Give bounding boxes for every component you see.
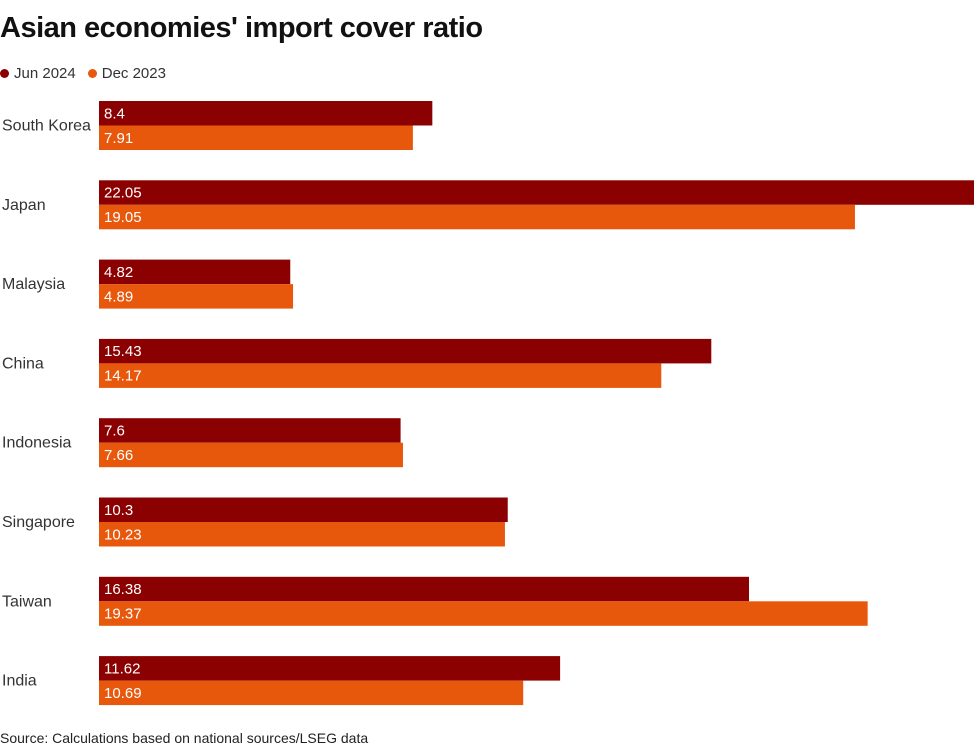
data-label-india-jun-2024: 11.62 <box>104 660 140 677</box>
data-label-taiwan-jun-2024: 16.38 <box>104 581 142 598</box>
legend-item-jun-2024: Jun 2024 <box>0 65 76 82</box>
legend-label-dec-2023: Dec 2023 <box>101 65 166 82</box>
data-label-malaysia-dec-2023: 4.89 <box>104 288 133 305</box>
category-label-japan: Japan <box>2 197 46 214</box>
legend-dot-jun-2024 <box>0 69 9 78</box>
bar-india-jun-2024 <box>99 656 561 681</box>
category-label-south-korea: South Korea <box>2 118 91 135</box>
source-note: Source: Calculations based on national s… <box>0 730 369 746</box>
category-label-indonesia: Indonesia <box>2 435 71 452</box>
bar-china-dec-2023 <box>99 363 662 388</box>
data-label-japan-dec-2023: 19.05 <box>104 209 142 226</box>
data-label-malaysia-jun-2024: 4.82 <box>104 264 133 281</box>
legend: Jun 2024 Dec 2023 <box>0 65 178 82</box>
bar-taiwan-dec-2023 <box>99 601 868 626</box>
bar-malaysia-jun-2024 <box>99 259 291 285</box>
data-label-indonesia-dec-2023: 7.66 <box>104 447 133 464</box>
data-label-south-korea-jun-2024: 8.4 <box>104 105 125 122</box>
bar-japan-jun-2024 <box>99 180 974 205</box>
data-label-taiwan-dec-2023: 19.37 <box>104 606 142 623</box>
data-label-singapore-dec-2023: 10.23 <box>104 526 142 543</box>
bar-south-korea-dec-2023 <box>99 125 413 150</box>
data-label-china-dec-2023: 14.17 <box>104 368 142 385</box>
legend-dot-dec-2023 <box>87 69 97 78</box>
bar-japan-dec-2023 <box>99 204 855 230</box>
bar-taiwan-jun-2024 <box>99 576 749 602</box>
bar-indonesia-dec-2023 <box>99 442 403 468</box>
data-label-south-korea-dec-2023: 7.91 <box>104 130 133 147</box>
bar-india-dec-2023 <box>99 680 524 706</box>
category-label-singapore: Singapore <box>2 514 75 531</box>
category-label-india: India <box>2 673 37 690</box>
category-label-china: China <box>2 355 44 372</box>
data-label-singapore-jun-2024: 10.3 <box>104 502 133 519</box>
bar-south-korea-jun-2024 <box>99 101 433 126</box>
category-label-malaysia: Malaysia <box>2 276 65 293</box>
bar-singapore-jun-2024 <box>99 497 508 522</box>
category-label-taiwan: Taiwan <box>2 593 52 610</box>
bar-malaysia-dec-2023 <box>99 284 294 309</box>
data-label-china-jun-2024: 15.43 <box>104 343 142 360</box>
legend-item-dec-2023: Dec 2023 <box>87 65 166 82</box>
data-label-india-dec-2023: 10.69 <box>104 685 142 702</box>
bar-china-jun-2024 <box>99 338 712 364</box>
bar-indonesia-jun-2024 <box>99 418 401 443</box>
bar-singapore-dec-2023 <box>99 522 505 547</box>
data-label-indonesia-jun-2024: 7.6 <box>104 422 125 439</box>
legend-label-jun-2024: Jun 2024 <box>14 65 76 82</box>
chart-title: Asian economies' import cover ratio <box>0 12 483 44</box>
data-label-japan-jun-2024: 22.05 <box>104 185 142 202</box>
